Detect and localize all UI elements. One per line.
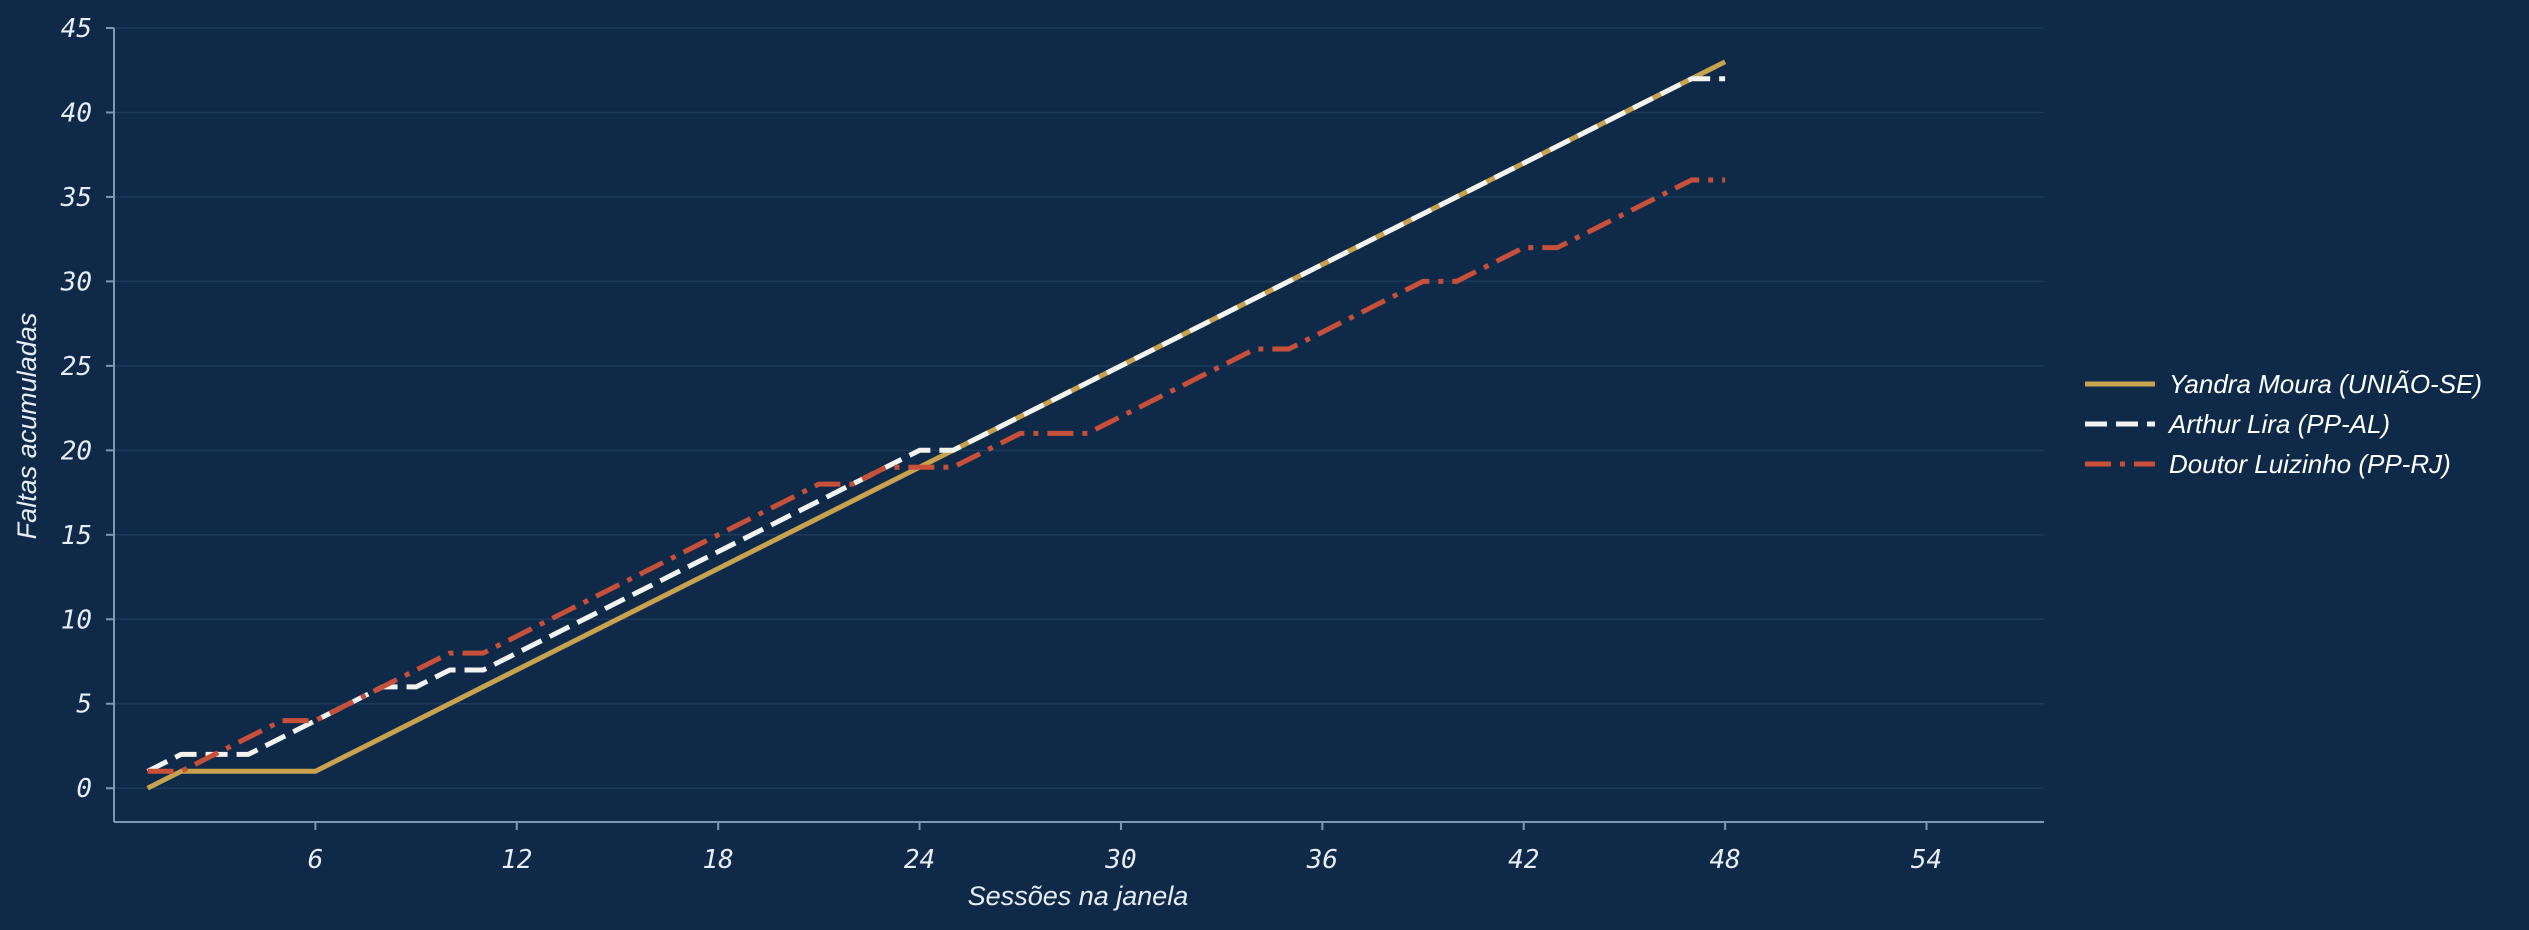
series-line [146, 76, 1726, 774]
legend-item: Arthur Lira (PP-AL) [2085, 409, 2390, 439]
legend-label: Yandra Moura (UNIÃO-SE) [2169, 369, 2482, 399]
x-tick-label: 54 [1911, 845, 1942, 875]
legend-item: Yandra Moura (UNIÃO-SE) [2085, 369, 2482, 399]
series-line [147, 177, 1726, 774]
y-tick-label: 45 [61, 14, 92, 44]
y-tick-label: 0 [76, 774, 92, 804]
x-tick-label: 42 [1508, 845, 1539, 875]
axes: 0 5 10 15 20 25 30 35 40 45 6 12 18 24 30 36 42 48 54 [60, 14, 2044, 875]
y-tick-label: 25 [61, 352, 92, 382]
y-tick-label: 30 [60, 267, 92, 297]
legend-item: Doutor Luizinho (PP-RJ) [2085, 449, 2451, 479]
legend-label: Arthur Lira (PP-AL) [2167, 409, 2390, 439]
x-tick-label: 30 [1104, 845, 1136, 875]
series-1 [146, 59, 1727, 791]
y-tick-label: 35 [60, 183, 92, 213]
x-tick-label: 36 [1306, 845, 1338, 875]
x-tick-label: 24 [904, 845, 935, 875]
x-tick-label: 18 [703, 845, 734, 875]
y-tick-label: 20 [61, 436, 92, 466]
y-tick-label: 5 [76, 690, 92, 720]
x-tick-label: 12 [501, 845, 532, 875]
series-2 [146, 76, 1726, 774]
legend: Yandra Moura (UNIÃO-SE) Arthur Lira (PP-A… [2085, 369, 2482, 479]
y-tick-label: 40 [61, 98, 92, 128]
legend-label: Doutor Luizinho (PP-RJ) [2169, 449, 2451, 479]
x-axis-title: Sessões na janela [968, 881, 1189, 911]
x-tick-label: 6 [308, 845, 324, 875]
series-3 [147, 177, 1726, 774]
x-tick-label: 48 [1709, 845, 1740, 875]
plot-area [146, 59, 1727, 791]
grid-lines [114, 27, 2044, 789]
series-line [146, 59, 1727, 791]
y-tick-label: 15 [61, 521, 92, 551]
y-axis-title: Faltas acumuladas [12, 313, 42, 540]
y-tick-label: 10 [61, 605, 92, 635]
